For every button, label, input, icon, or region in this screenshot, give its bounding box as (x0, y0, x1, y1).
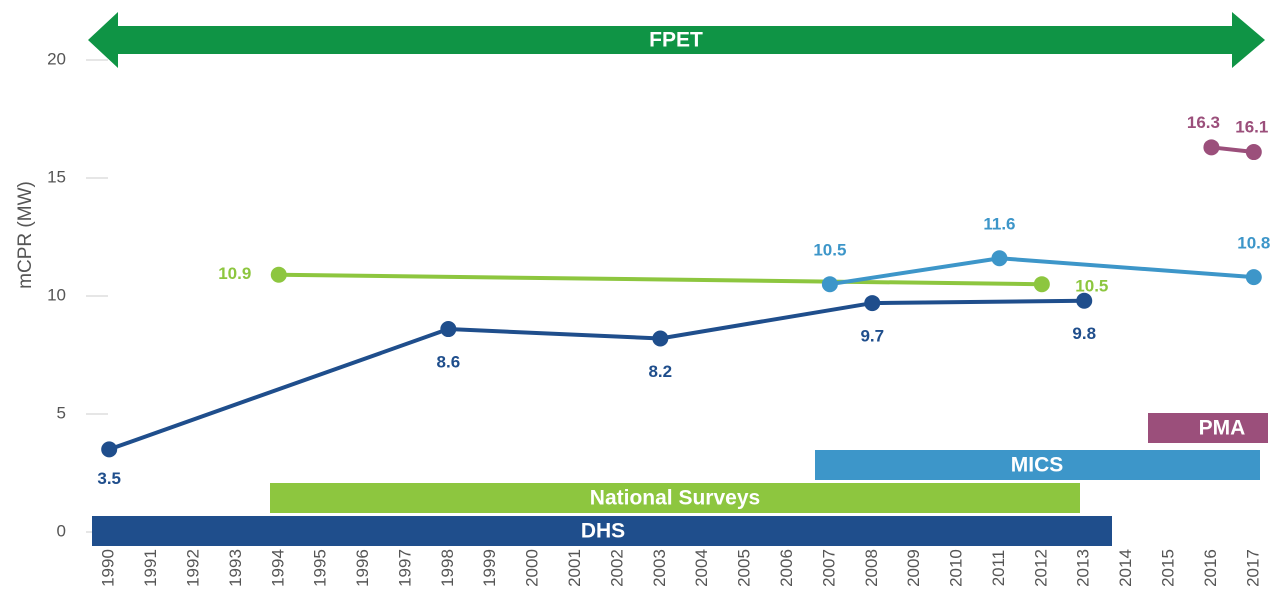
y-tick-label: 0 (57, 521, 66, 540)
y-tick-label: 20 (47, 49, 66, 68)
x-tick-label: 1995 (311, 549, 330, 587)
series-line (278, 272, 1042, 287)
data-label: 10.5 (1075, 277, 1108, 296)
span-label: PMA (1199, 417, 1246, 440)
fpet-label: FPET (649, 29, 703, 52)
x-tick-label: 2014 (1116, 549, 1135, 587)
x-tick-label: 1994 (268, 549, 287, 587)
point (270, 266, 287, 283)
point (1245, 144, 1262, 161)
span-label: MICS (1011, 454, 1064, 477)
span-bar (92, 516, 1112, 546)
fpet-arrow (88, 12, 1265, 68)
x-tick-label: 1990 (99, 549, 118, 587)
data-label: 3.5 (97, 469, 121, 488)
x-tick-label: 1993 (226, 549, 245, 587)
data-label: 11.6 (983, 215, 1015, 234)
x-tick-label: 2010 (947, 549, 966, 587)
x-tick-label: 2009 (904, 549, 923, 587)
point (101, 441, 118, 458)
x-tick-label: 2008 (862, 549, 881, 587)
x-tick-label: 2013 (1074, 549, 1093, 587)
point (991, 250, 1008, 267)
data-label: 10.8 (1237, 234, 1270, 253)
data-label: 10.9 (218, 264, 251, 283)
span-bar (270, 483, 1080, 513)
x-tick-label: 2003 (650, 549, 669, 587)
span-label: National Surveys (590, 487, 760, 510)
x-tick-label: 1992 (183, 549, 202, 587)
point (1245, 269, 1262, 286)
data-label: 8.6 (437, 353, 461, 372)
data-label: 9.8 (1072, 324, 1096, 343)
x-tick-label: 2007 (819, 549, 838, 587)
series-line (108, 298, 1085, 452)
y-axis-label: mCPR (MW) (15, 181, 36, 289)
x-tick-label: 2004 (692, 549, 711, 587)
x-tick-label: 1999 (480, 549, 499, 587)
point (864, 295, 881, 312)
point (1076, 292, 1093, 309)
x-tick-label: 2002 (607, 549, 626, 587)
x-tick-label: 2005 (735, 549, 754, 587)
y-tick-label: 10 (47, 285, 66, 304)
data-label: 16.1 (1235, 118, 1268, 137)
x-tick-label: 2017 (1243, 549, 1262, 587)
x-tick-label: 2001 (565, 549, 584, 587)
x-tick-label: 1991 (141, 549, 160, 587)
x-tick-label: 1996 (353, 549, 372, 587)
span-bar (815, 450, 1260, 480)
point (821, 276, 838, 293)
data-label: 8.2 (648, 362, 672, 381)
point (440, 321, 457, 338)
x-tick-label: 2012 (1031, 549, 1050, 587)
point (652, 330, 669, 347)
data-label: 9.7 (860, 327, 884, 346)
span-bar (1148, 413, 1268, 443)
y-tick-label: 15 (47, 167, 66, 186)
x-tick-label: 2011 (989, 550, 1008, 587)
span-label: DHS (581, 520, 625, 543)
point (1033, 276, 1050, 293)
data-label: 16.3 (1187, 113, 1220, 132)
data-label: 10.5 (813, 241, 846, 260)
x-tick-label: 2015 (1159, 549, 1178, 587)
x-tick-label: 2016 (1201, 549, 1220, 587)
x-tick-label: 2006 (777, 549, 796, 587)
x-tick-label: 1998 (438, 549, 457, 587)
point (1203, 139, 1220, 156)
y-tick-label: 5 (57, 403, 66, 422)
x-tick-label: 1997 (395, 549, 414, 587)
x-tick-label: 2000 (523, 549, 542, 587)
